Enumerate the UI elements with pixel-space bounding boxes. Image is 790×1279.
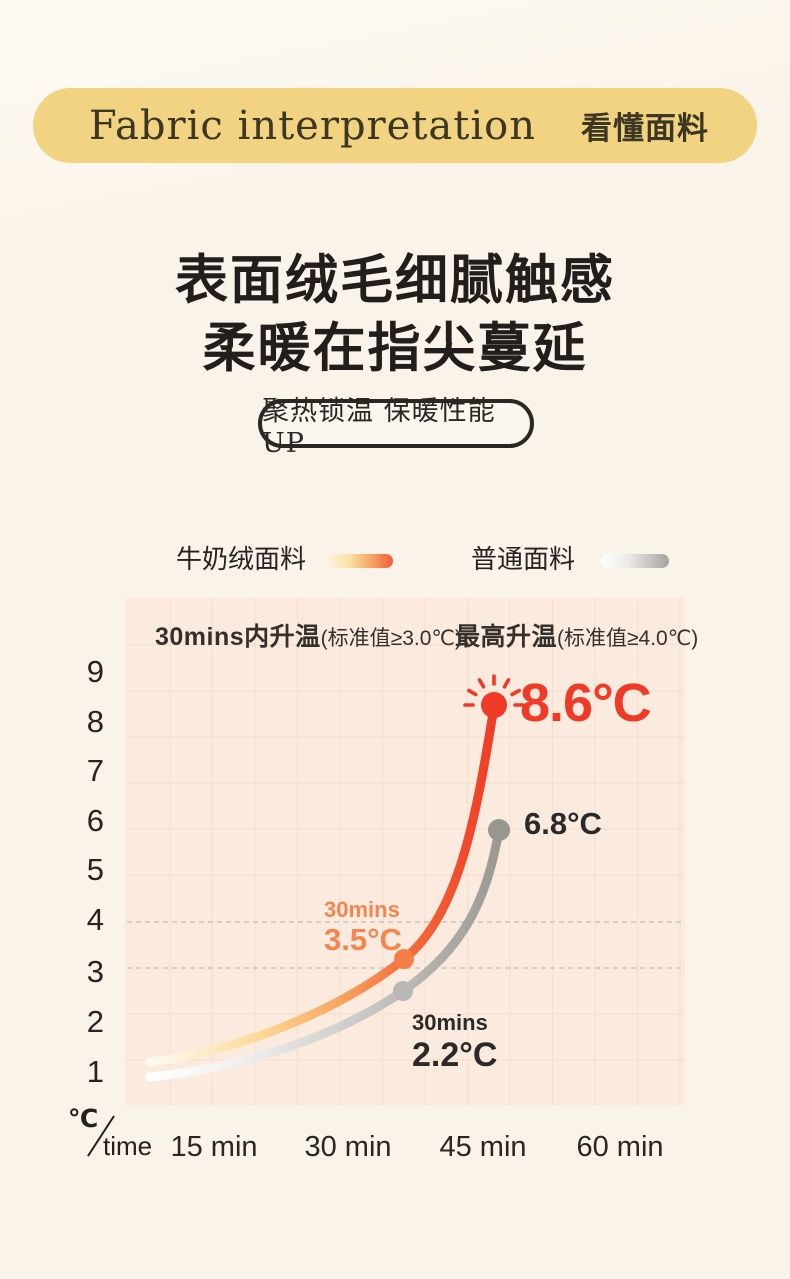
y-tick-3: 3: [86, 954, 104, 989]
marker-ordinary-peak: [488, 819, 510, 841]
chart-header-right: 最高升温 (标准值≥4.0℃): [455, 617, 698, 651]
annotation-ordinary-30min: 30mins 2.2°C: [412, 1010, 498, 1074]
x-tick-45min: 45 min: [439, 1131, 527, 1163]
temperature-line-chart: [125, 598, 685, 1105]
banner-title-en: Fabric interpretation: [89, 102, 536, 149]
y-tick-6: 6: [86, 803, 104, 838]
annotation-milk-30min-value: 3.5°C: [324, 922, 402, 957]
chart-header-right-note: (标准值≥4.0℃): [557, 627, 699, 650]
chart-gridlines: [125, 598, 685, 1105]
y-tick-2: 2: [86, 1004, 104, 1039]
chart-header-left: 30mins内升温 (标准值≥3.0℃): [155, 617, 462, 651]
x-axis-unit: time: [103, 1131, 153, 1161]
legend-swatch-ordinary: [601, 554, 669, 568]
y-tick-9: 9: [86, 654, 104, 689]
sun-burst-icon: [463, 674, 525, 718]
y-tick-8: 8: [86, 704, 104, 739]
y-tick-7: 7: [86, 753, 104, 788]
chart-header-left-note: (标准值≥3.0℃): [320, 627, 462, 650]
y-tick-4: 4: [86, 902, 104, 937]
annotation-ordinary-30min-time: 30mins: [412, 1010, 488, 1035]
heading-line-2: 柔暖在指尖蔓延: [202, 317, 588, 379]
annotation-ordinary-30min-value: 2.2°C: [412, 1036, 498, 1074]
marker-milk-30min: [394, 949, 414, 969]
feature-badge-label: 聚热锁温 保暖性能UP: [262, 395, 496, 459]
annotation-milk-30min-time: 30mins: [324, 897, 400, 922]
y-tick-1: 1: [86, 1054, 104, 1089]
feature-badge: 聚热锁温 保暖性能UP: [258, 396, 534, 459]
annotation-ordinary-peak: 6.8°C: [524, 806, 602, 841]
x-tick-15min: 15 min: [170, 1131, 258, 1163]
x-tick-30min: 30 min: [304, 1131, 392, 1163]
marker-ordinary-30min: [393, 981, 413, 1001]
legend-swatch-milk-velvet: [325, 554, 393, 568]
line-series-milk-velvet: [145, 702, 499, 1067]
banner-title-zh: 看懂面料: [581, 111, 709, 147]
section-banner: Fabric interpretation 看懂面料: [33, 88, 757, 163]
x-tick-60min: 60 min: [576, 1131, 664, 1163]
heading-line-1: 表面绒毛细腻触感: [175, 249, 615, 311]
legend-label-milk-velvet: 牛奶绒面料: [176, 545, 307, 575]
chart-header-left-bold: 30mins内升温: [155, 623, 321, 651]
y-tick-5: 5: [86, 852, 104, 887]
chart-header-right-bold: 最高升温: [455, 623, 558, 651]
chart-panel: [125, 598, 685, 1105]
y-axis-unit: ℃: [68, 1105, 99, 1133]
dashed-guide-lines: [127, 921, 682, 969]
annotation-milk-30min: 30mins 3.5°C: [324, 897, 402, 957]
annotation-milk-peak: 8.6°C: [520, 673, 652, 733]
main-heading: 表面绒毛细腻触感 柔暖在指尖蔓延: [0, 250, 790, 378]
legend-label-ordinary: 普通面料: [471, 545, 576, 575]
